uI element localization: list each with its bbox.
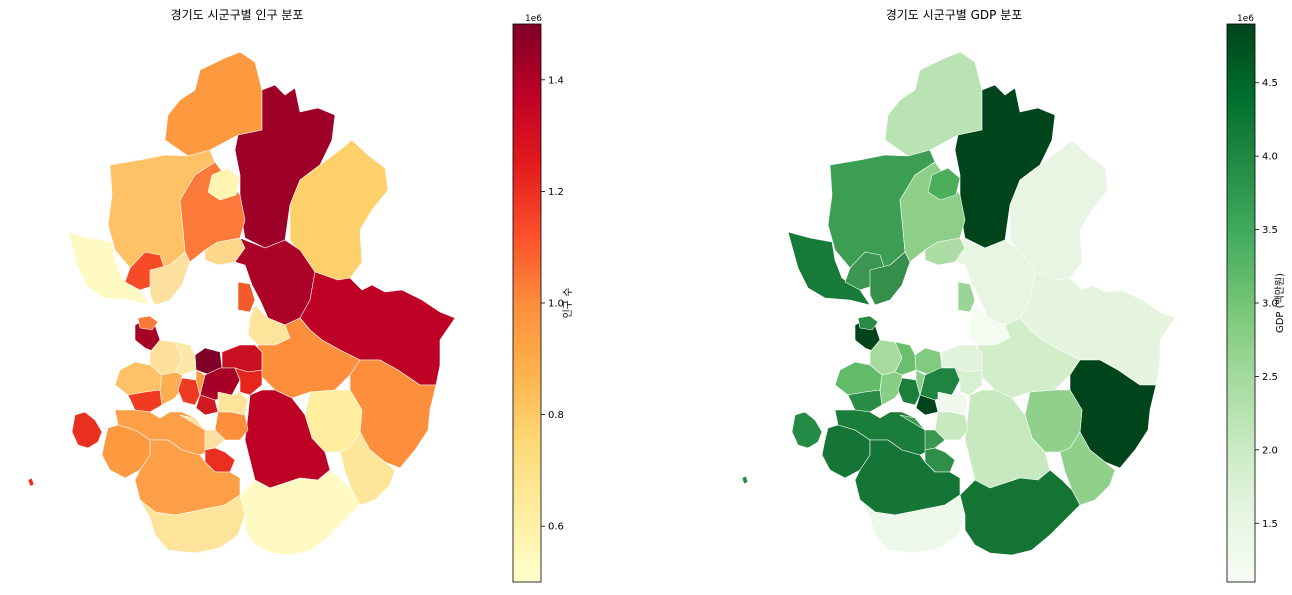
region [857, 315, 879, 331]
region [207, 167, 241, 201]
region [67, 231, 151, 306]
colorbar-tick-label: 1.4 [548, 75, 564, 86]
gdp-map-title: 경기도 시군구별 GDP 분포 [885, 8, 1023, 22]
region [195, 394, 219, 416]
population-colorbar: 1e6 0.6 0.8 1.0 1.2 1.4 인구 수 [512, 14, 574, 583]
region [937, 391, 969, 416]
colorbar-label: 인구 수 [562, 288, 574, 319]
region [217, 391, 249, 416]
colorbar-label: GDP (백만원) [1274, 273, 1286, 333]
region [139, 494, 246, 554]
colorbar-gradient [1226, 23, 1256, 583]
region [959, 469, 1081, 556]
region [957, 281, 976, 313]
region [159, 371, 183, 406]
region [1059, 431, 1116, 506]
region [954, 367, 983, 396]
colorbar-ticks: 0.6 0.8 1.0 1.2 1.4 [541, 75, 564, 533]
colorbar-tick-label: 1.5 [1262, 519, 1278, 530]
colorbar-tick-label: 0.8 [548, 410, 564, 421]
region [915, 394, 939, 416]
region [927, 167, 961, 201]
colorbar-tick-label: 4.0 [1262, 152, 1278, 163]
population-map-title: 경기도 시군구별 인구 분포 [170, 8, 304, 22]
region [149, 251, 191, 306]
gdp-colorbar: 1e6 1.5 2.0 2.5 3.0 3.5 4.0 4.5 GDP (백만원) [1226, 14, 1286, 583]
region [741, 475, 749, 485]
colorbar-tick-label: 1.2 [548, 187, 564, 198]
region [239, 469, 361, 556]
population-regions [27, 51, 456, 556]
region [791, 411, 823, 449]
region [174, 341, 197, 376]
region [164, 51, 263, 157]
colorbar-gradient [512, 23, 542, 583]
region [134, 439, 241, 516]
region [884, 51, 983, 157]
colorbar-tick-label: 2.0 [1262, 445, 1278, 456]
region [289, 139, 389, 281]
region [859, 494, 966, 554]
region [27, 477, 35, 487]
colorbar-offset-text: 1e6 [1237, 14, 1254, 24]
colorbar-tick-label: 1.0 [548, 299, 564, 310]
region [1009, 139, 1109, 281]
colorbar-offset-text: 1e6 [525, 14, 542, 24]
region [339, 431, 396, 506]
colorbar-tick-label: 3.0 [1262, 299, 1278, 310]
region [179, 414, 226, 451]
region [899, 414, 946, 451]
gdp-map [741, 51, 1176, 556]
region [234, 367, 263, 396]
gdp-regions [741, 51, 1176, 556]
region [854, 439, 961, 516]
region [71, 411, 103, 449]
region [879, 371, 903, 406]
population-map [27, 51, 456, 556]
region [894, 341, 917, 376]
colorbar-tick-label: 2.5 [1262, 372, 1278, 383]
region [869, 251, 911, 306]
region [137, 315, 159, 331]
region [237, 281, 256, 313]
colorbar-tick-label: 4.5 [1262, 78, 1278, 89]
colorbar-ticks: 1.5 2.0 2.5 3.0 3.5 4.0 4.5 [1255, 78, 1278, 530]
colorbar-tick-label: 3.5 [1262, 225, 1278, 236]
region [787, 231, 871, 306]
colorbar-tick-label: 0.6 [548, 522, 564, 533]
